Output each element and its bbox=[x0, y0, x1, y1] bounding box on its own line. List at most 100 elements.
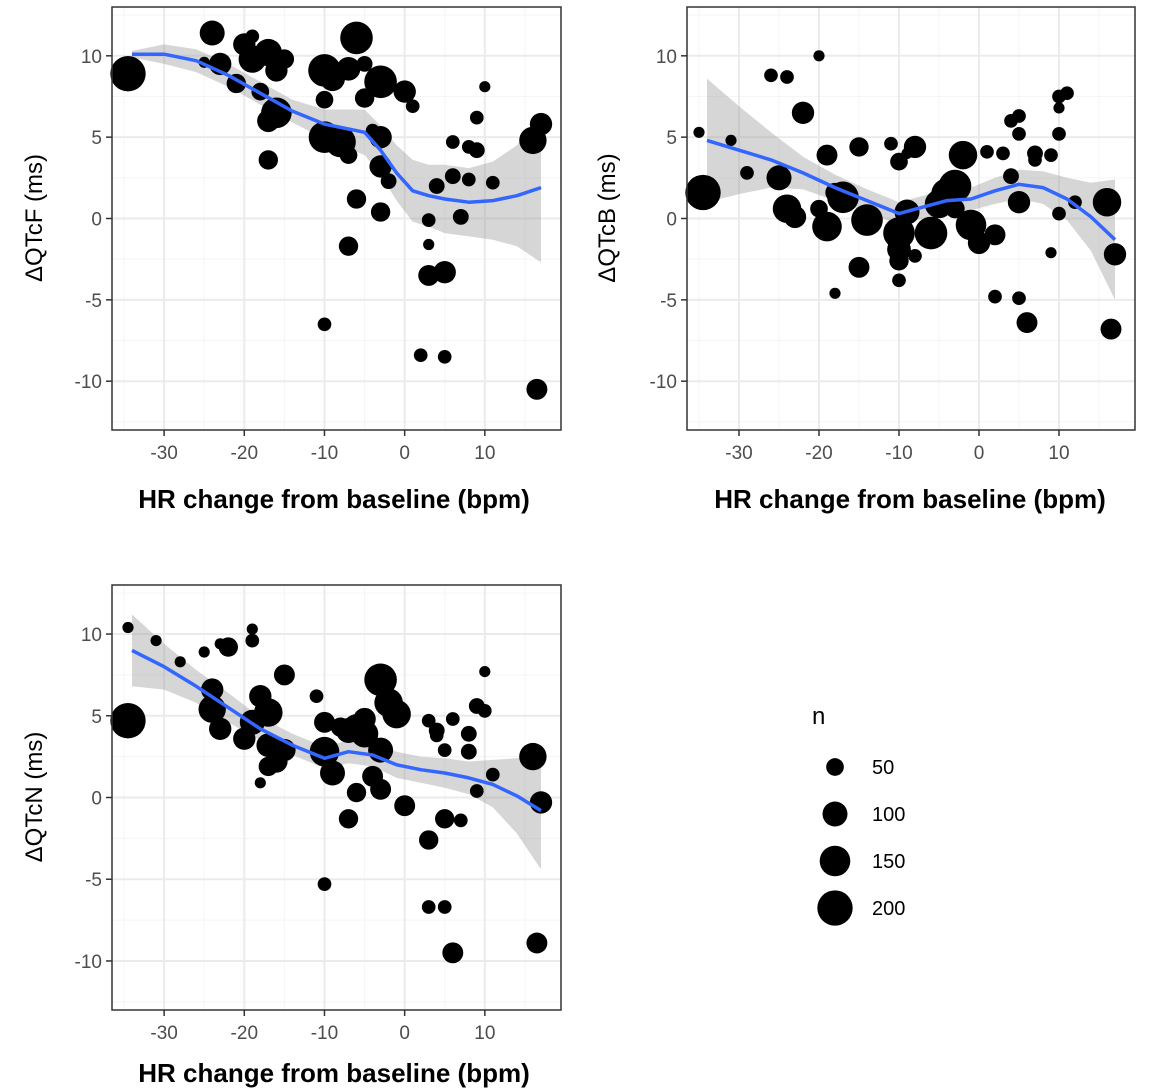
legend-key bbox=[822, 801, 848, 827]
data-point bbox=[350, 720, 379, 748]
data-point bbox=[254, 698, 283, 727]
legend-key bbox=[826, 758, 844, 776]
data-point bbox=[452, 208, 469, 225]
confidence-ribbon bbox=[707, 78, 1115, 300]
data-point bbox=[1007, 191, 1031, 214]
data-point bbox=[485, 767, 500, 782]
data-point bbox=[246, 623, 258, 635]
y-tick-label: 5 bbox=[91, 707, 102, 728]
x-axis-title: HR change from baseline (bpm) bbox=[714, 484, 1106, 514]
data-point bbox=[477, 704, 492, 718]
data-point bbox=[903, 135, 927, 159]
data-point bbox=[468, 142, 485, 159]
data-point bbox=[813, 50, 825, 62]
data-point bbox=[1028, 153, 1042, 167]
y-axis-title: ΔQTcF (ms) bbox=[21, 154, 48, 282]
x-tick-label: 10 bbox=[474, 443, 495, 464]
data-point bbox=[1053, 102, 1065, 114]
data-point bbox=[526, 932, 548, 954]
data-point bbox=[413, 348, 428, 363]
data-point bbox=[791, 101, 815, 124]
data-point bbox=[423, 238, 435, 251]
data-point bbox=[346, 782, 367, 803]
data-point bbox=[849, 137, 869, 157]
x-tick-label: -10 bbox=[311, 443, 338, 464]
legend-label: 50 bbox=[872, 757, 894, 779]
data-point bbox=[444, 168, 461, 185]
data-point bbox=[1003, 168, 1019, 185]
data-point bbox=[445, 135, 460, 149]
data-point bbox=[461, 172, 476, 187]
data-point bbox=[421, 900, 436, 914]
data-point bbox=[198, 646, 210, 658]
data-point bbox=[245, 633, 260, 648]
data-point bbox=[1052, 206, 1066, 221]
x-tick-label: -10 bbox=[311, 1023, 338, 1044]
data-point bbox=[938, 169, 972, 203]
y-axis-title: ΔQTcN (ms) bbox=[21, 732, 48, 863]
data-point bbox=[339, 146, 358, 164]
x-tick-label: -20 bbox=[231, 443, 258, 464]
data-point bbox=[1100, 318, 1122, 340]
data-point bbox=[314, 711, 335, 733]
smooth-line bbox=[132, 52, 542, 204]
data-point bbox=[889, 251, 909, 271]
data-point bbox=[453, 813, 468, 828]
x-tick-label: -10 bbox=[885, 443, 912, 464]
data-point bbox=[1012, 127, 1026, 141]
data-point bbox=[317, 317, 332, 332]
data-point bbox=[320, 760, 345, 786]
data-point bbox=[1016, 312, 1038, 334]
data-point bbox=[988, 289, 1002, 304]
y-tick-label: 0 bbox=[91, 210, 102, 231]
data-point bbox=[442, 942, 464, 964]
data-point bbox=[421, 213, 436, 227]
data-point bbox=[1092, 187, 1122, 217]
data-point bbox=[908, 249, 922, 263]
data-point bbox=[685, 174, 721, 211]
x-tick-label: -30 bbox=[150, 1023, 177, 1044]
data-point bbox=[257, 109, 280, 133]
smooth-line bbox=[131, 648, 542, 813]
smooth-line bbox=[706, 138, 1117, 241]
data-point bbox=[435, 809, 455, 829]
data-point bbox=[469, 784, 484, 798]
data-point bbox=[356, 55, 373, 72]
data-point bbox=[274, 49, 295, 69]
data-point bbox=[199, 20, 225, 46]
x-tick-label: -30 bbox=[150, 443, 177, 464]
data-point bbox=[967, 231, 991, 255]
y-tick-label: 10 bbox=[656, 47, 677, 68]
data-point bbox=[315, 90, 334, 109]
data-point bbox=[1012, 109, 1026, 123]
x-tick-label: 10 bbox=[474, 1023, 495, 1044]
data-point bbox=[437, 743, 452, 757]
y-tick-label: -10 bbox=[75, 952, 102, 973]
data-point bbox=[405, 99, 420, 114]
data-point bbox=[780, 70, 794, 84]
data-point bbox=[740, 166, 754, 180]
data-point bbox=[1012, 291, 1026, 306]
data-point bbox=[364, 65, 397, 99]
data-point bbox=[1052, 127, 1066, 141]
data-point bbox=[110, 56, 146, 92]
y-tick-label: 5 bbox=[91, 128, 102, 149]
y-tick-label: -5 bbox=[660, 291, 677, 312]
legend-label: 150 bbox=[872, 851, 905, 873]
data-point bbox=[479, 81, 491, 93]
data-point bbox=[258, 756, 278, 777]
data-point bbox=[394, 795, 416, 817]
data-point bbox=[174, 656, 186, 668]
data-point bbox=[393, 80, 416, 103]
data-point bbox=[273, 664, 295, 686]
data-point bbox=[218, 637, 238, 657]
data-point bbox=[485, 175, 500, 190]
data-point bbox=[437, 900, 452, 914]
data-point bbox=[150, 635, 162, 647]
x-tick-label: 10 bbox=[1048, 443, 1069, 464]
data-point bbox=[419, 830, 439, 850]
data-point bbox=[309, 689, 324, 704]
data-point bbox=[338, 236, 359, 256]
legend-key bbox=[819, 845, 851, 877]
